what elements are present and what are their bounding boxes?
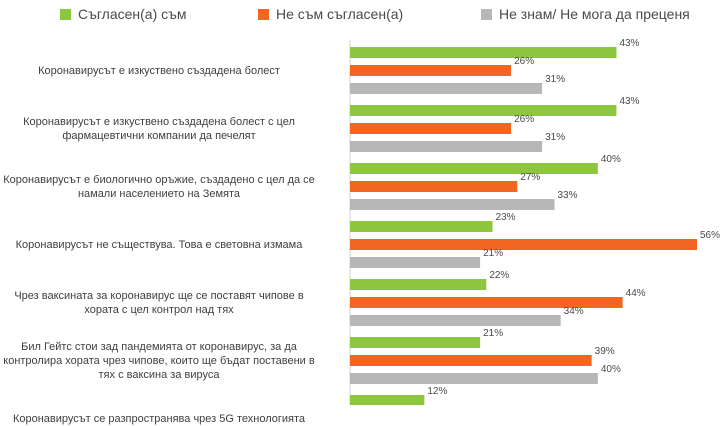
value-label-dont-know-4: 21%	[483, 248, 503, 259]
legend-label-disagree: Не съм съгласен(а)	[276, 6, 404, 22]
bar-disagree-1	[350, 65, 512, 76]
value-label-disagree-2: 26%	[514, 114, 534, 125]
legend-label-agree: Съгласен(а) съм	[78, 6, 187, 22]
bar-agree-1	[350, 47, 617, 58]
category-label-1: Коронавирусът е изкуствено създадена бол…	[38, 65, 280, 77]
category-label-7: Коронавирусът се разпространява чрез 5G …	[12, 413, 306, 425]
legend-item-dont-know: Не знам/ Не мога да преценя	[481, 6, 690, 22]
bar-disagree-5	[350, 297, 623, 308]
value-label-agree-2: 43%	[619, 96, 639, 107]
category-label-5: Чрез ваксината за коронавирус ще се пост…	[14, 290, 304, 316]
bar-dont-know-1	[350, 83, 543, 94]
bar-disagree-3	[350, 181, 518, 192]
bar-agree-2	[350, 105, 617, 116]
value-label-dont-know-3: 33%	[557, 190, 577, 201]
value-label-disagree-5: 44%	[626, 288, 646, 299]
value-label-agree-3: 40%	[601, 154, 621, 165]
value-label-dont-know-2: 31%	[545, 132, 565, 143]
bar-dont-know-2	[350, 141, 543, 152]
bar-agree-3	[350, 163, 598, 174]
category-label-3: Коронавирусът е биологично оръжие, създа…	[3, 174, 315, 200]
value-label-disagree-1: 26%	[514, 56, 534, 67]
legend-swatch-disagree	[258, 8, 269, 20]
legend-swatch-agree	[60, 8, 71, 20]
bar-dont-know-6	[350, 373, 598, 384]
category-label-6: Бил Гейтс стои зад пандемията от коронав…	[3, 341, 315, 381]
value-label-agree-5: 22%	[489, 270, 509, 281]
legend-label-dont-know: Не знам/ Не мога да преценя	[499, 6, 690, 22]
value-label-disagree-3: 27%	[520, 172, 540, 183]
value-label-agree-1: 43%	[619, 38, 639, 49]
bar-disagree-4	[350, 239, 697, 250]
bar-agree-4	[350, 221, 493, 232]
value-label-disagree-4: 56%	[700, 230, 720, 241]
bar-agree-7	[350, 395, 425, 405]
bar-agree-6	[350, 337, 481, 348]
value-label-dont-know-6: 40%	[601, 364, 621, 375]
bar-disagree-2	[350, 123, 512, 134]
legend-swatch-dont-know	[481, 8, 492, 20]
value-label-dont-know-1: 31%	[545, 74, 565, 85]
value-label-dont-know-5: 34%	[564, 306, 584, 317]
bar-disagree-6	[350, 355, 592, 366]
bar-dont-know-4	[350, 257, 481, 268]
value-label-disagree-6: 39%	[595, 346, 615, 357]
legend-item-disagree: Не съм съгласен(а)	[258, 6, 403, 22]
value-label-agree-7: 12%	[427, 386, 447, 397]
value-label-agree-4: 23%	[496, 212, 516, 223]
category-label-2: Коронавирусът е изкуствено създадена бол…	[23, 116, 295, 142]
legend: Съгласен(а) съм Не съм съгласен(а) Не зн…	[0, 6, 720, 26]
legend-item-agree: Съгласен(а) съм	[60, 6, 187, 22]
bar-agree-5	[350, 279, 487, 290]
bar-dont-know-3	[350, 199, 555, 210]
bar-dont-know-5	[350, 315, 561, 326]
category-label-4: Коронавирусът не съществува. Това е свет…	[15, 239, 303, 251]
value-label-agree-6: 21%	[483, 328, 503, 339]
bar-chart: 43% 26% 31% 43% 26% 31% 40% 27% 33% 23% 56% 21% 22% 4…	[349, 38, 720, 405]
